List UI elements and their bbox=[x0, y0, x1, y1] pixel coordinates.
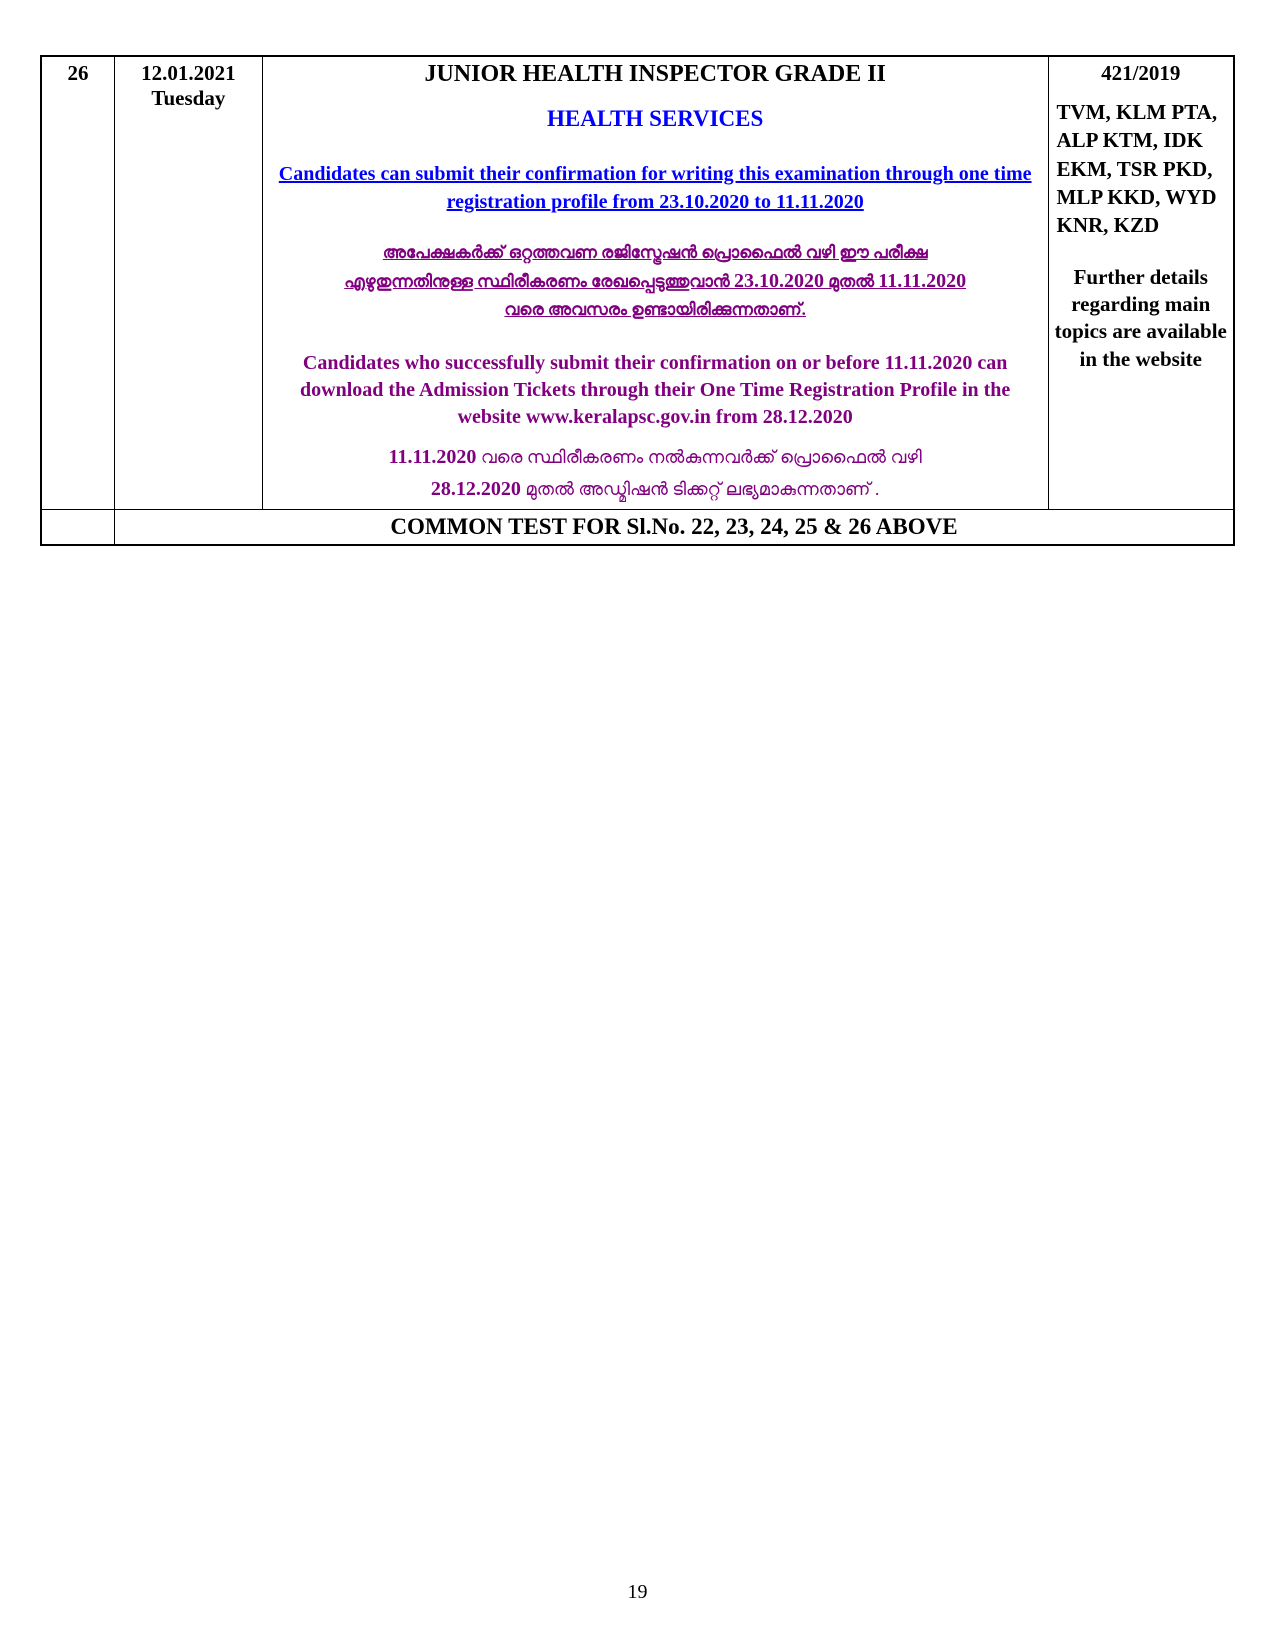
ml-text: അപേക്ഷകർക്ക് ഒറ്റത്തവണ രജിസ്ട്രേഷൻ പ്രൊഫ… bbox=[383, 243, 928, 262]
admission-ticket-note-en: Candidates who successfully submit their… bbox=[269, 350, 1042, 431]
ml-text: വരെ സ്ഥിരീകരണം നൽകുന്നവർക്ക് പ്രൊഫൈൽ വഴി bbox=[476, 447, 921, 467]
exam-title: JUNIOR HEALTH INSPECTOR GRADE II bbox=[269, 61, 1042, 88]
common-test-row: COMMON TEST FOR Sl.No. 22, 23, 24, 25 & … bbox=[41, 509, 1234, 545]
ml-text: മുതൽ bbox=[824, 272, 878, 291]
ml-text: മുതൽ അഡ്മിഷൻ ടിക്കറ്റ് ലഭ്യമാകുന്നതാണ് . bbox=[521, 479, 880, 499]
serial-number-cell: 26 bbox=[41, 56, 114, 509]
confirmation-note-ml: അപേക്ഷകർക്ക് ഒറ്റത്തവണ രജിസ്ട്രേഷൻ പ്രൊഫ… bbox=[344, 240, 966, 324]
common-test-text: COMMON TEST FOR Sl.No. 22, 23, 24, 25 & … bbox=[390, 514, 957, 539]
description-cell: JUNIOR HEALTH INSPECTOR GRADE II HEALTH … bbox=[262, 56, 1048, 509]
ml-text: വരെ അവസരം ഉണ്ടായിരിക്കുന്നതാണ്. bbox=[504, 300, 806, 319]
ml-date: 11.11.2020 bbox=[389, 446, 477, 468]
ml-text: എഴുതുന്നതിനുള്ള സ്ഥിരീകരണം രേഖപ്പെടുത്തു… bbox=[344, 272, 734, 291]
confirmation-link-en[interactable]: Candidates can submit their confirmation… bbox=[279, 163, 1032, 213]
common-test-cell: COMMON TEST FOR Sl.No. 22, 23, 24, 25 & … bbox=[114, 509, 1234, 545]
category-number: 421/2019 bbox=[1055, 61, 1228, 86]
district-list: TVM, KLM PTA, ALP KTM, IDK EKM, TSR PKD,… bbox=[1055, 98, 1228, 240]
exam-row-26: 26 12.01.2021 Tuesday JUNIOR HEALTH INSP… bbox=[41, 56, 1234, 509]
date-cell: 12.01.2021 Tuesday bbox=[114, 56, 262, 509]
ml-date: 11.11.2020 bbox=[878, 270, 966, 292]
department-title: HEALTH SERVICES bbox=[269, 106, 1042, 132]
exam-schedule-table: 26 12.01.2021 Tuesday JUNIOR HEALTH INSP… bbox=[40, 55, 1235, 546]
further-details-note: Further details regarding main topics ar… bbox=[1055, 264, 1228, 373]
exam-date: 12.01.2021 bbox=[121, 61, 256, 86]
ml-date: 28.12.2020 bbox=[431, 478, 521, 500]
serial-number: 26 bbox=[67, 61, 88, 85]
exam-day: Tuesday bbox=[121, 86, 256, 111]
empty-cell bbox=[41, 509, 114, 545]
page-number: 19 bbox=[0, 1581, 1275, 1604]
admission-ticket-note-ml: 11.11.2020 വരെ സ്ഥിരീകരണം നൽകുന്നവർക്ക് … bbox=[269, 441, 1042, 505]
reference-cell: 421/2019 TVM, KLM PTA, ALP KTM, IDK EKM,… bbox=[1048, 56, 1234, 509]
ml-date: 23.10.2020 bbox=[734, 270, 824, 292]
